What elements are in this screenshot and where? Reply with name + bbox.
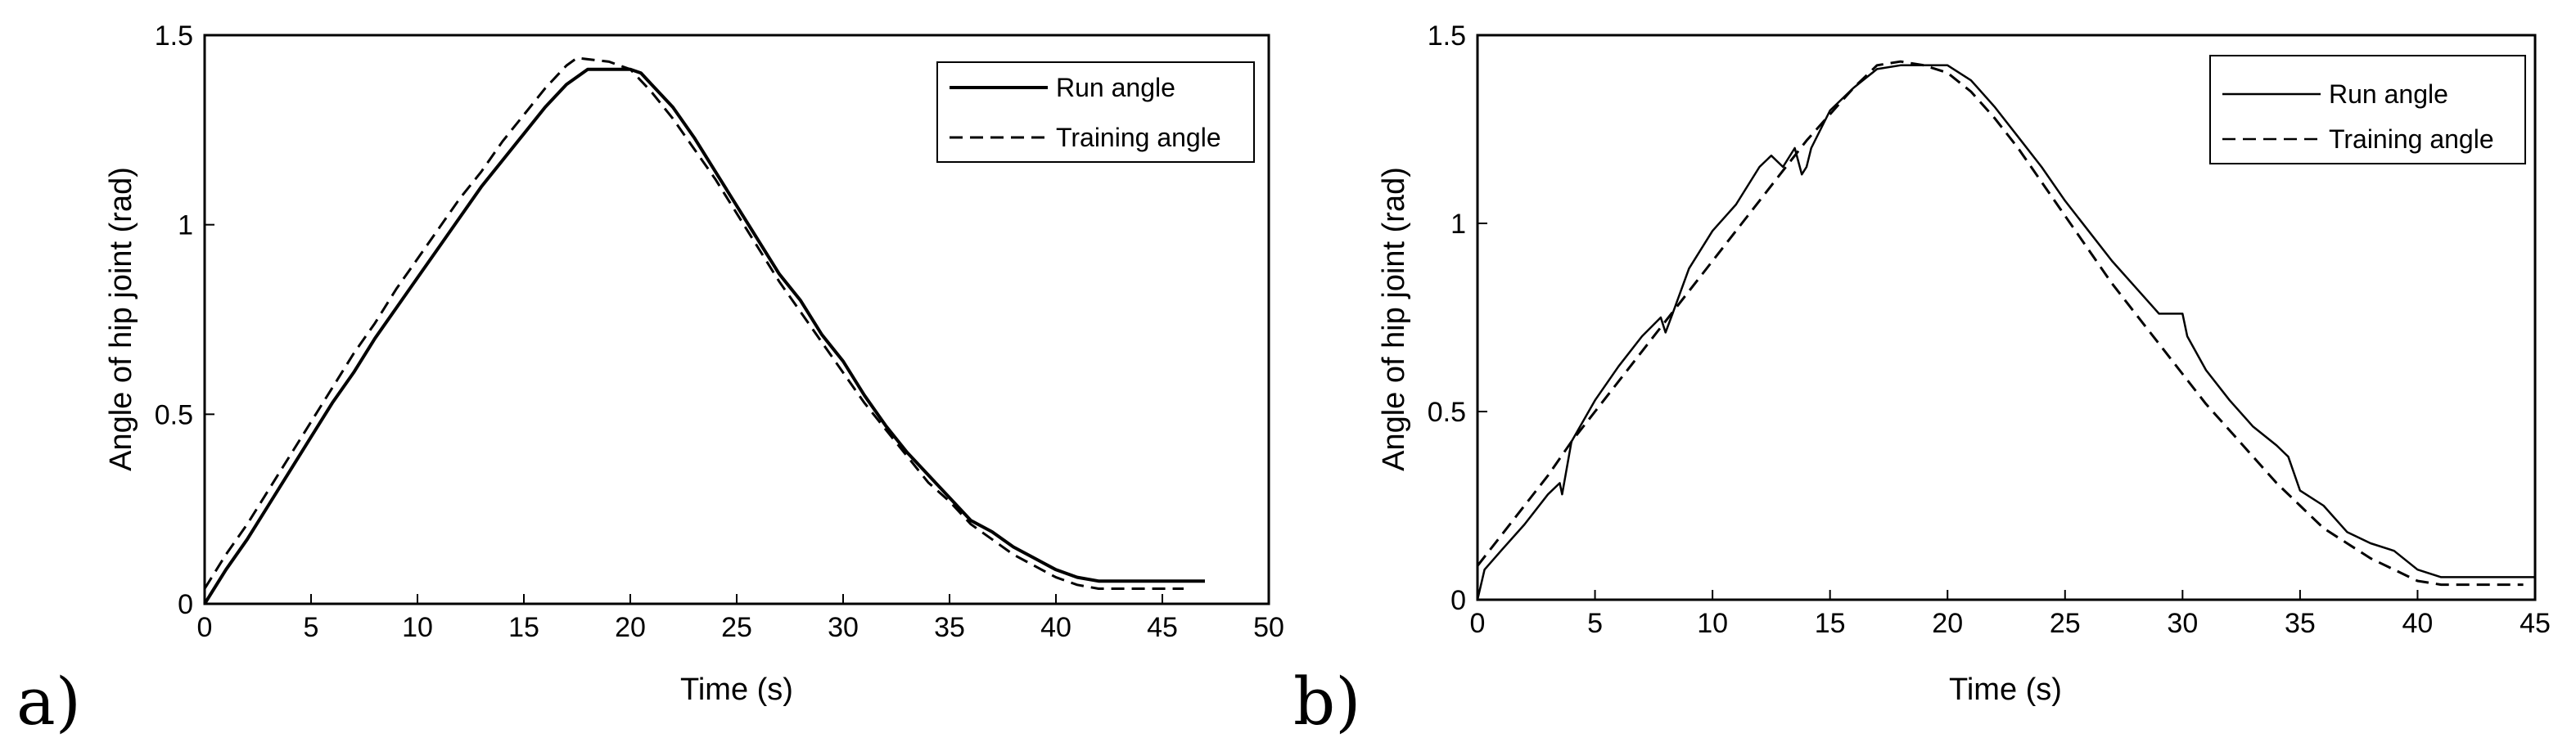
chart-a-legend-run-label: Run angle — [1056, 73, 1175, 102]
chart-b-y-tick-label: 1.5 — [1428, 20, 1466, 52]
chart-b-legend-training-label: Training angle — [2329, 124, 2494, 154]
chart-b-x-tick-label: 5 — [1587, 608, 1603, 639]
chart-b-x-tick-label: 0 — [1470, 608, 1486, 639]
chart-b-panel-label: b) — [1293, 664, 1360, 740]
chart-b-legend-box — [2209, 55, 2526, 164]
chart-a-legend: Run angle Training angle — [936, 61, 1255, 163]
chart-b-x-tick-label: 30 — [2167, 608, 2198, 639]
chart-a-x-tick-label: 15 — [508, 612, 539, 643]
chart-b: 0 5 10 15 20 25 30 35 40 45 0 0.5 1 1.5 Time (s) Ang… — [1293, 20, 2551, 740]
chart-a-legend-training-label: Training angle — [1056, 123, 1221, 152]
chart-b-x-tick-label: 15 — [1815, 608, 1846, 639]
chart-b-y-tick-label: 0.5 — [1428, 397, 1466, 428]
chart-b-series-run-angle-line — [1476, 64, 2535, 601]
chart-a-x-tick-label: 20 — [615, 612, 646, 643]
chart-b-x-tick-label: 45 — [2520, 608, 2551, 639]
chart-b-y-axis-label: Angle of hip joint (rad) — [1377, 167, 1411, 471]
chart-a-y-axis-label: Angle of hip joint (rad) — [104, 167, 138, 471]
chart-a-x-tick-label: 5 — [304, 612, 319, 643]
chart-b-x-tick-label: 10 — [1697, 608, 1728, 639]
chart-a-x-tick-label: 30 — [828, 612, 859, 643]
chart-a-x-tick-label: 45 — [1147, 612, 1178, 643]
chart-a-series-run-angle-line — [203, 67, 1205, 605]
chart-b-legend-run-label: Run angle — [2329, 79, 2448, 109]
chart-b-x-tick-label: 40 — [2402, 608, 2434, 639]
chart-a-legend-box — [936, 61, 1255, 163]
chart-b-x-tick-label: 25 — [2050, 608, 2081, 639]
chart-a: 0 5 10 15 20 25 30 35 40 45 50 0 0.5 1 1.5 Time (s) A… — [16, 20, 1284, 740]
chart-a-x-tick-label: 40 — [1040, 612, 1071, 643]
chart-a-x-tick-label: 0 — [197, 612, 213, 643]
chart-a-y-tick-label: 0 — [178, 589, 193, 620]
chart-a-x-tick-label: 25 — [721, 612, 752, 643]
chart-b-series-training-angle-line — [1476, 60, 2524, 587]
chart-a-x-tick-label: 35 — [934, 612, 965, 643]
chart-b-x-tick-label: 20 — [1932, 608, 1963, 639]
chart-a-y-tick-label: 1 — [178, 210, 193, 241]
chart-b-y-tick-label: 1 — [1450, 209, 1466, 240]
chart-a-x-axis-label: Time (s) — [680, 673, 793, 707]
chart-a-y-tick-label: 1.5 — [155, 20, 193, 52]
chart-a-y-tick-label: 0.5 — [155, 399, 193, 430]
chart-b-legend: Run angle Training angle — [2209, 55, 2526, 164]
chart-b-y-tick-label: 0 — [1450, 585, 1466, 616]
chart-a-series-training-angle-line — [203, 56, 1184, 590]
chart-b-x-tick-label: 35 — [2285, 608, 2316, 639]
chart-b-x-axis-label: Time (s) — [1949, 673, 2062, 707]
chart-a-x-tick-label: 10 — [402, 612, 433, 643]
chart-a-x-tick-label: 50 — [1253, 612, 1284, 643]
chart-a-panel-label: a) — [16, 664, 81, 740]
